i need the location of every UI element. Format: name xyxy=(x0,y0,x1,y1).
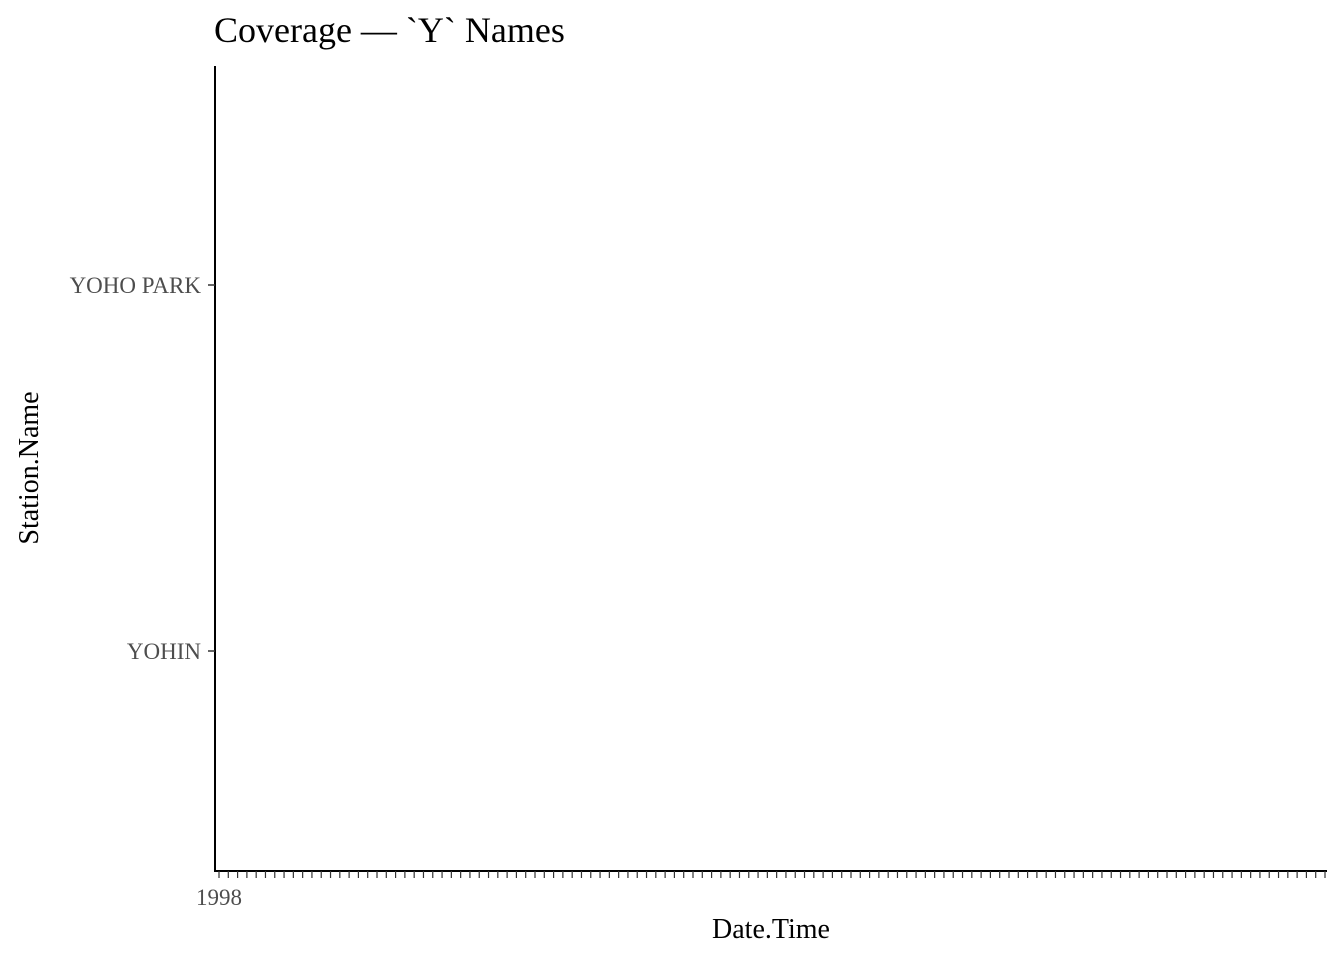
y-axis: YOHIN YOHO PARK xyxy=(70,66,216,872)
x-axis: 1998 xyxy=(196,870,1327,910)
chart-title: Coverage — `Y` Names xyxy=(214,10,565,50)
y-tick-label: YOHO PARK xyxy=(70,273,202,298)
y-tick-label: YOHIN xyxy=(127,639,201,664)
y-axis-label: Station.Name xyxy=(14,391,45,544)
x-axis-label: Date.Time xyxy=(712,914,830,945)
x-tick-label: 1998 xyxy=(196,885,242,910)
